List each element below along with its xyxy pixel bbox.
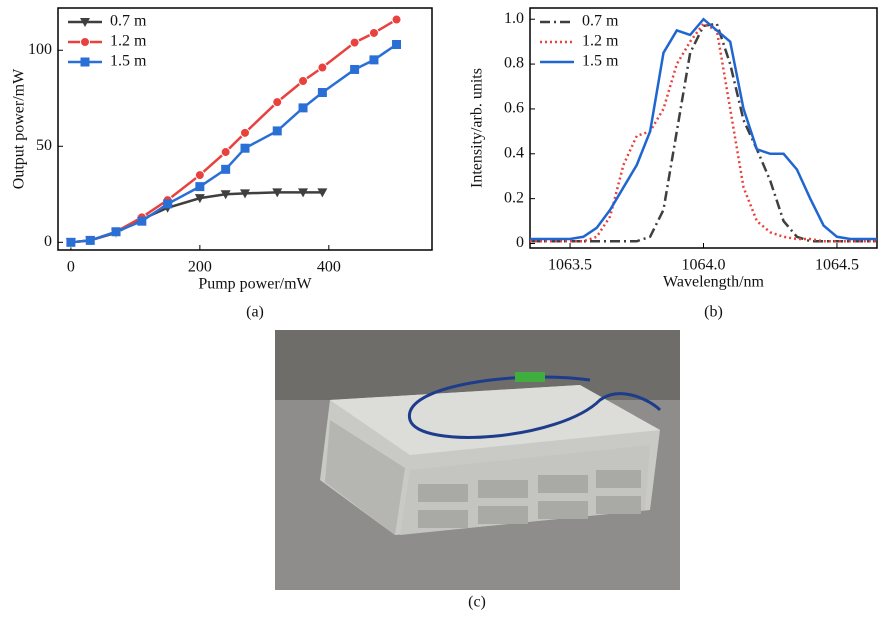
marker [240, 143, 250, 153]
marker [368, 27, 379, 38]
photo [275, 330, 680, 590]
legend-label: 0.7 m [110, 13, 147, 30]
marker [272, 188, 283, 198]
legend-label: 1.5 m [582, 53, 619, 70]
marker [369, 55, 379, 65]
y-tick-label: 0 [44, 233, 52, 250]
photo-wall [275, 330, 680, 400]
marker [194, 194, 205, 204]
y-tick-label: 1.0 [504, 10, 524, 27]
legend-label: 1.5 m [110, 53, 147, 70]
marker [349, 37, 360, 48]
photo-box-lid [330, 385, 660, 455]
marker [391, 14, 402, 25]
legend-label: 1.2 m [582, 33, 619, 50]
x-tick-label: 1064.5 [815, 257, 859, 274]
y-tick-label: 0.4 [504, 144, 524, 161]
marker [298, 75, 309, 86]
y-tick-label: 0 [516, 234, 524, 251]
caption: (a) [246, 304, 264, 321]
legend-label: 0.7 m [582, 13, 619, 30]
x-tick-label: 0 [67, 259, 75, 276]
marker [163, 199, 173, 209]
marker [111, 227, 121, 237]
photo-caption: (c) [468, 594, 486, 611]
marker [85, 235, 95, 245]
marker [220, 147, 231, 158]
x-tick-label: 400 [317, 259, 341, 276]
marker [317, 188, 328, 198]
x-axis-label: Pump power/mW [198, 276, 312, 293]
marker [221, 164, 231, 174]
marker [392, 39, 402, 49]
legend-marker [80, 57, 90, 67]
marker [272, 126, 282, 136]
series-line [530, 22, 877, 243]
marker [194, 170, 205, 181]
marker [195, 182, 205, 192]
y-tick-label: 50 [36, 137, 52, 154]
marker [137, 216, 147, 226]
legend-label: 1.2 m [110, 33, 147, 50]
caption: (b) [704, 304, 723, 321]
x-tick-label: 1064.0 [682, 257, 726, 274]
series-line [530, 17, 877, 241]
marker [220, 190, 231, 200]
marker [350, 64, 360, 74]
y-tick-label: 0.8 [504, 55, 524, 72]
legend-marker [80, 18, 90, 27]
y-tick-label: 0.2 [504, 189, 524, 206]
marker [66, 237, 76, 247]
y-tick-label: 100 [28, 41, 52, 58]
x-tick-label: 200 [188, 259, 212, 276]
plot-frame [57, 7, 433, 251]
marker [240, 189, 250, 199]
marker [298, 188, 309, 198]
y-axis-label: Output power/mW [11, 68, 28, 189]
legend-marker [80, 37, 90, 47]
x-axis-label: Wavelength/nm [663, 274, 764, 291]
x-tick-label: 1063.5 [548, 257, 592, 274]
photo-box-slots [418, 470, 641, 528]
photo-connector [515, 372, 545, 382]
photo-fiber [408, 375, 662, 439]
marker [240, 127, 250, 138]
marker [317, 62, 328, 73]
photo-box-side [325, 420, 405, 535]
marker [317, 88, 327, 98]
y-axis-label: Intensity/arb. units [469, 68, 486, 188]
marker [272, 97, 283, 108]
marker [298, 103, 308, 113]
y-tick-label: 0.6 [504, 100, 524, 117]
